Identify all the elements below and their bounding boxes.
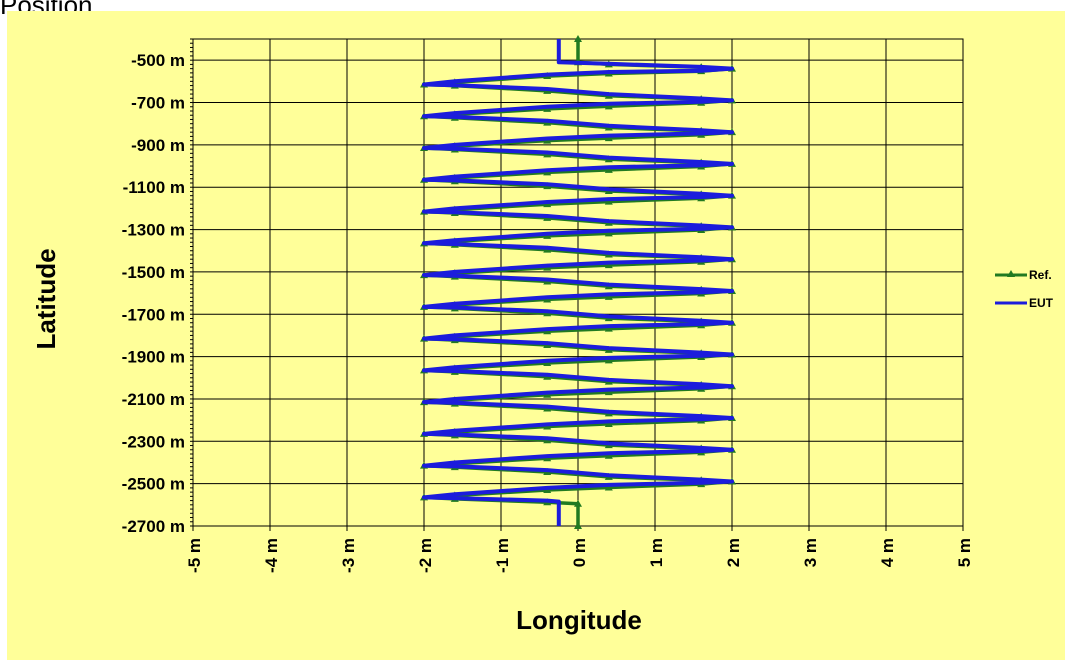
y-tick-label: -2700 m	[122, 517, 185, 536]
x-tick-label: -5 m	[185, 538, 204, 573]
x-tick-label: -3 m	[339, 538, 358, 573]
y-tick-label: -2100 m	[122, 390, 185, 409]
x-tick-label: -2 m	[416, 538, 435, 573]
data-point-marker	[604, 324, 613, 332]
x-tick-label: 0 m	[570, 538, 589, 567]
legend: Ref. EUT	[989, 262, 1061, 316]
data-point-marker	[574, 35, 582, 42]
data-point-marker	[604, 165, 613, 173]
position-chart: -5 m -4 m -3 m -2 m -1 m 0 m 1 m 2 m 3 m 4 m 5 m -5…	[31, 35, 1061, 635]
y-tick-label: -700 m	[131, 94, 185, 113]
y-tick-label: -2300 m	[122, 432, 185, 451]
data-point-marker	[604, 229, 613, 237]
x-tick-label: -4 m	[262, 538, 281, 573]
y-tick-label: -500 m	[131, 51, 185, 70]
x-tick-label: 4 m	[878, 538, 897, 567]
data-point-marker	[574, 522, 582, 529]
x-tick-label: 1 m	[647, 538, 666, 567]
series-line	[422, 39, 734, 526]
y-tick-label: -1100 m	[123, 178, 185, 197]
y-tick-label: -1500 m	[122, 263, 185, 282]
legend-marker-ref	[1007, 270, 1015, 277]
legend-label-ref: Ref.	[1029, 268, 1052, 282]
data-point-marker	[574, 499, 582, 507]
data-point-marker	[604, 419, 613, 427]
legend-label-eut: EUT	[1029, 296, 1054, 310]
data-point-marker	[604, 388, 613, 396]
x-tick-label: 5 m	[955, 538, 974, 567]
data-point-marker	[604, 483, 613, 491]
series-eut	[422, 39, 734, 526]
data-point-marker	[604, 451, 613, 459]
x-tick-label: 3 m	[801, 538, 820, 567]
x-tick-label: -1 m	[493, 538, 512, 573]
y-axis-title: Latitude	[31, 248, 61, 349]
y-tick-label: -1900 m	[122, 348, 185, 367]
data-point-marker	[604, 197, 613, 205]
axis-tick-labels: -5 m -4 m -3 m -2 m -1 m 0 m 1 m 2 m 3 m 4 m 5 m -5…	[122, 51, 974, 573]
data-point-marker	[604, 261, 613, 269]
x-axis-title: Longitude	[516, 605, 642, 635]
series-layer	[420, 35, 736, 529]
y-tick-label: -900 m	[131, 136, 185, 155]
y-tick-label: -1700 m	[122, 305, 185, 324]
data-point-marker	[604, 102, 613, 110]
y-tick-label: -2500 m	[122, 475, 185, 494]
x-tick-label: 2 m	[724, 538, 743, 567]
chart-area: -5 m -4 m -3 m -2 m -1 m 0 m 1 m 2 m 3 m 4 m 5 m -5…	[7, 11, 1065, 660]
legend-box	[989, 262, 1061, 316]
data-point-marker	[604, 356, 613, 364]
y-tick-label: -1300 m	[122, 221, 185, 240]
